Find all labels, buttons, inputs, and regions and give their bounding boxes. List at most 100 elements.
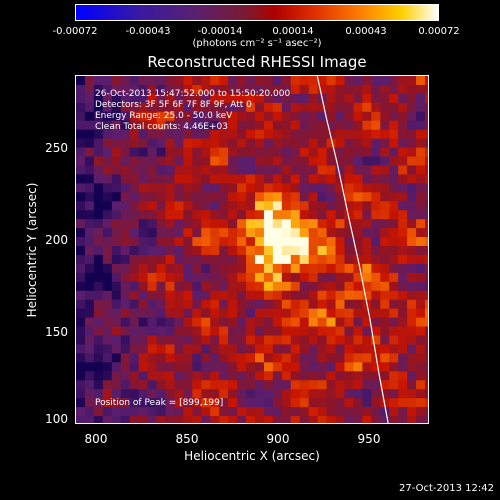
heatmap-cell (192, 317, 202, 328)
heatmap-cell (272, 84, 283, 95)
heatmap-cell (84, 371, 95, 381)
heatmap-cell (120, 272, 131, 283)
heatmap-cell (371, 344, 381, 354)
heatmap-cell (380, 344, 390, 354)
heatmap-cell (380, 272, 390, 283)
heatmap-cell (353, 246, 363, 256)
heatmap-cell (380, 263, 390, 274)
heatmap-cell (353, 389, 363, 399)
heatmap-cell (398, 335, 408, 345)
heatmap-cell (299, 237, 310, 247)
heatmap-cell (425, 380, 428, 390)
heatmap-cell (192, 308, 202, 319)
heatmap-cell (165, 398, 175, 408)
heatmap-cell (407, 210, 417, 220)
heatmap-cell (192, 84, 202, 95)
heatmap-cell (183, 308, 193, 319)
heatmap-cell (210, 353, 220, 363)
heatmap-cell (147, 380, 158, 390)
heatmap-cell (416, 129, 426, 140)
heatmap-cell (111, 129, 122, 140)
heatmap-cell (156, 407, 166, 417)
heatmap-cell (308, 174, 319, 184)
heatmap-cell (263, 183, 274, 193)
heatmap-cell (317, 165, 328, 175)
heatmap-cell (93, 84, 104, 95)
heatmap-cell (308, 102, 319, 113)
heatmap-cell (93, 281, 104, 292)
heatmap-cell (308, 237, 319, 247)
heatmap-cell (228, 246, 238, 256)
heatmap-cell (210, 317, 220, 328)
heatmap-cell (102, 335, 113, 345)
heatmap-cell (326, 416, 337, 423)
heatmap-cell (76, 246, 86, 256)
heatmap-cell (425, 389, 428, 399)
heatmap-cell (380, 308, 390, 319)
heatmap-cell (308, 353, 319, 363)
heatmap-cell (254, 237, 265, 247)
heatmap-cell (237, 138, 247, 149)
heatmap-cell (147, 138, 158, 149)
heatmap-cell (165, 272, 175, 283)
heatmap-cell (290, 308, 301, 319)
heatmap-cell (299, 272, 310, 283)
heatmap-cell (210, 272, 220, 283)
heatmap-cell (407, 246, 417, 256)
heatmap-cell (174, 111, 184, 122)
heatmap-cell (254, 308, 265, 319)
heatmap-cell (93, 156, 104, 166)
heatmap-cell (299, 147, 310, 158)
heatmap-cell (344, 416, 354, 423)
heatmap-cell (425, 398, 428, 408)
heatmap-cell (353, 344, 363, 354)
heatmap-cell (299, 326, 310, 337)
heatmap-cell (246, 76, 256, 86)
heatmap-cell (210, 210, 220, 220)
heatmap-cell (120, 93, 131, 104)
heatmap-cell (93, 407, 104, 417)
heatmap-cell (192, 389, 202, 399)
heatmap-cell (228, 263, 238, 274)
heatmap-cell (192, 254, 202, 265)
heatmap-cell (237, 165, 247, 175)
heatmap-cell (237, 380, 247, 390)
heatmap-cell (389, 353, 399, 363)
heatmap-cell (192, 102, 202, 113)
x-tick-label: 850 (175, 432, 199, 446)
heatmap-cell (165, 389, 175, 399)
colorbar-tick: 0.00072 (418, 26, 460, 37)
heatmap-cell (317, 246, 328, 256)
heatmap-cell (371, 254, 381, 265)
heatmap-cell (201, 344, 211, 354)
heatmap-cell (246, 156, 256, 166)
heatmap-cell (219, 165, 229, 175)
heatmap-cell (138, 76, 149, 86)
heatmap-cell (371, 156, 381, 166)
heatmap-cell (398, 344, 408, 354)
heatmap-cell (416, 299, 426, 310)
y-tick-label: 150 (45, 325, 68, 339)
heatmap-cell (308, 317, 319, 328)
heatmap-cell (138, 192, 149, 202)
heatmap-cell (201, 317, 211, 328)
heatmap-cell (210, 299, 220, 310)
heatmap-cell (129, 147, 140, 158)
heatmap-cell (290, 210, 301, 220)
heatmap-cell (246, 138, 256, 149)
heatmap-cell (344, 76, 354, 86)
heatmap-cell (246, 237, 256, 247)
heatmap-cell (344, 371, 354, 381)
heatmap-cell (380, 335, 390, 345)
heatmap-cell (76, 281, 86, 292)
heatmap-cell (228, 353, 238, 363)
heatmap-cell (129, 102, 140, 113)
heatmap-cell (335, 147, 345, 158)
heatmap-cell (192, 156, 202, 166)
heatmap-cell (201, 210, 211, 220)
heatmap-cell (326, 183, 337, 193)
heatmap-cell (398, 416, 408, 423)
heatmap-cell (129, 407, 140, 417)
heatmap-cell (84, 192, 95, 202)
heatmap-cell (272, 290, 283, 301)
